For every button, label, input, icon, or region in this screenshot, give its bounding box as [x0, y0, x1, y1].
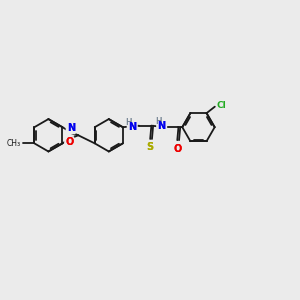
Text: O: O — [65, 137, 74, 147]
Text: H: H — [155, 117, 161, 126]
Text: CH₃: CH₃ — [7, 139, 21, 148]
Text: O: O — [65, 137, 74, 147]
Text: N: N — [128, 122, 136, 132]
Text: H: H — [125, 118, 131, 127]
Text: N: N — [158, 121, 166, 131]
Text: N: N — [158, 121, 166, 131]
Text: N: N — [158, 121, 166, 131]
Text: N: N — [67, 123, 75, 134]
Text: N: N — [67, 123, 75, 134]
Text: O: O — [173, 144, 182, 154]
Text: O: O — [65, 137, 74, 147]
Text: N: N — [67, 123, 75, 134]
Text: S: S — [147, 142, 154, 152]
Text: N: N — [128, 122, 136, 132]
Text: H: H — [155, 117, 161, 126]
Text: O: O — [173, 144, 182, 154]
Text: Cl: Cl — [216, 101, 226, 110]
Text: O: O — [173, 144, 182, 154]
Text: S: S — [147, 142, 154, 152]
Text: S: S — [147, 142, 154, 152]
Text: H: H — [125, 118, 131, 127]
Text: N: N — [128, 122, 136, 132]
